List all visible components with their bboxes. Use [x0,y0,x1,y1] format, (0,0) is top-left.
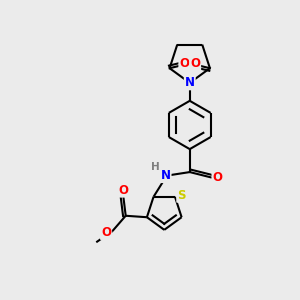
Text: O: O [101,226,111,239]
Text: O: O [212,171,222,184]
Text: N: N [185,76,195,89]
Text: O: O [190,57,200,70]
Text: N: N [160,169,171,182]
Text: S: S [177,189,186,202]
Text: H: H [151,162,160,172]
Text: O: O [118,184,128,196]
Text: O: O [179,57,189,70]
